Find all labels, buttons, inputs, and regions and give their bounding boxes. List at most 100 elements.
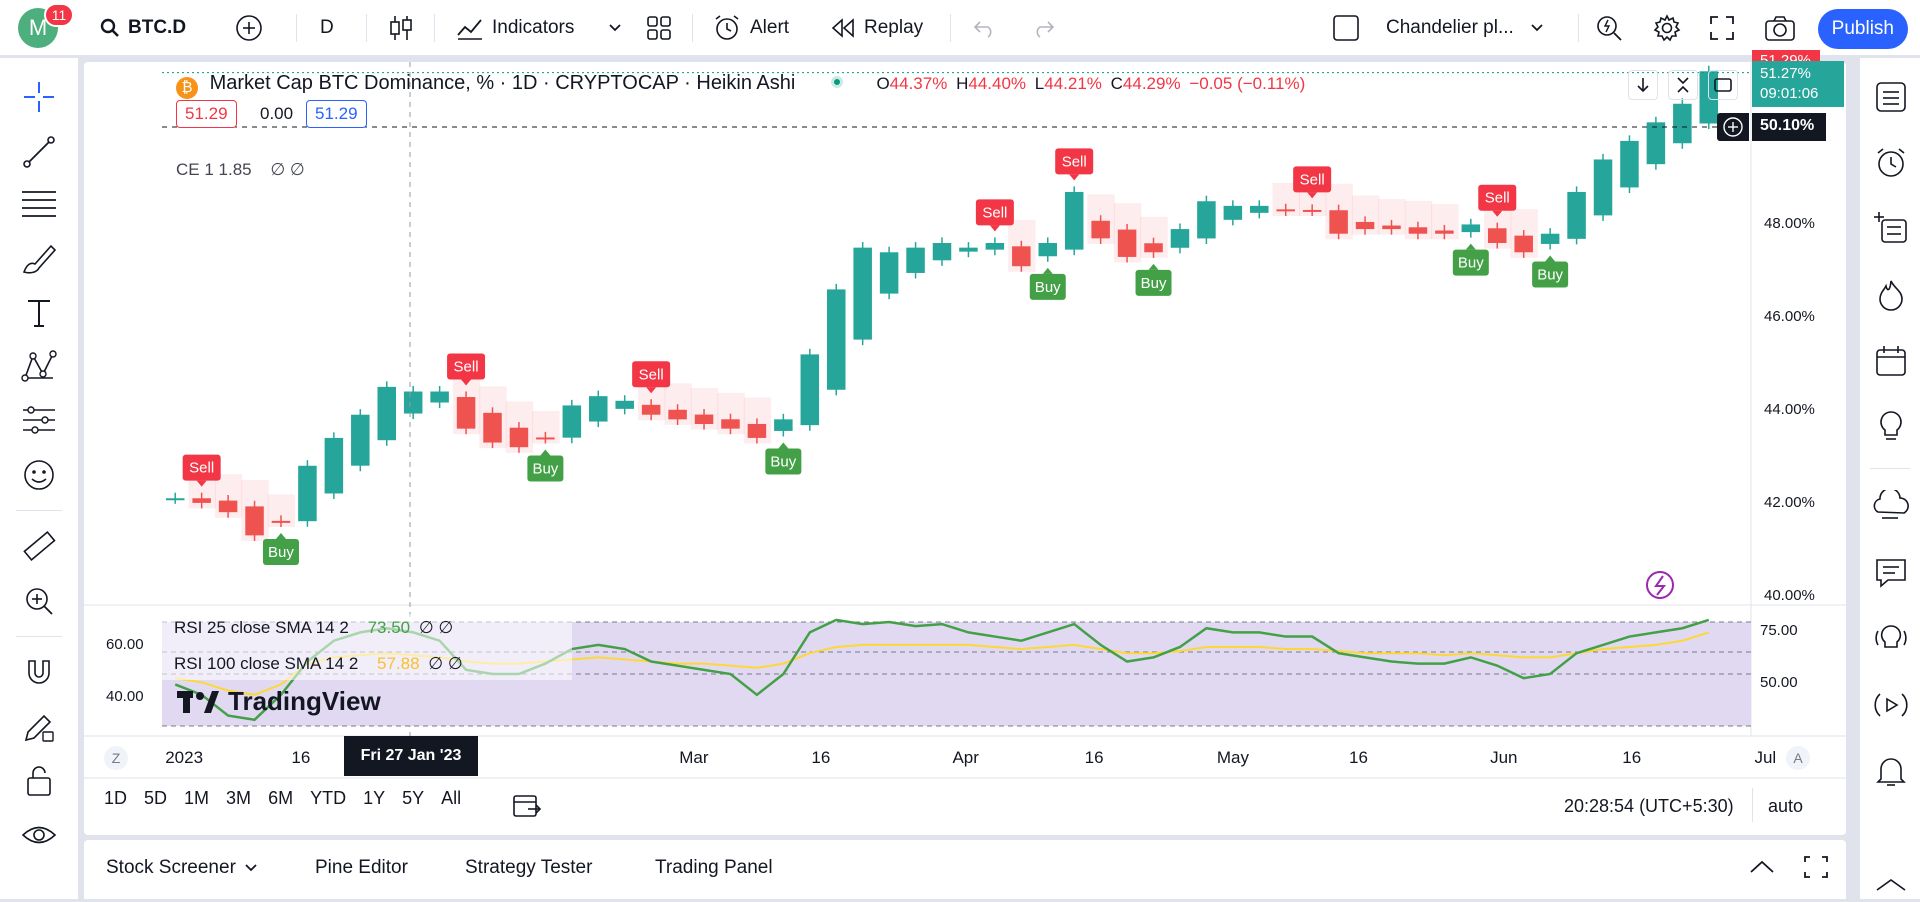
object-tree-button[interactable] (1872, 210, 1910, 248)
settings-button[interactable] (1642, 8, 1692, 48)
watchlist-button[interactable] (1872, 78, 1910, 116)
fib-tool[interactable] (20, 186, 58, 224)
maximize-pane-button[interactable] (1668, 70, 1698, 100)
rsi-left-tick: 40.00 (106, 688, 144, 705)
buy-signal[interactable]: Buy (527, 449, 564, 482)
chart-type-button[interactable] (378, 8, 424, 48)
emoji-tool[interactable] (20, 456, 58, 494)
indicators-button[interactable]: Indicators (446, 8, 584, 48)
time-tick: Jul (1754, 748, 1777, 767)
chats-button[interactable] (1872, 488, 1910, 526)
crosshair-date-label: Fri 27 Jan '23 (344, 736, 478, 776)
tab-label: Stock Screener (106, 857, 236, 878)
trend-line-tool[interactable] (20, 133, 58, 171)
text-tool[interactable] (20, 294, 58, 332)
buy-signal[interactable]: Buy (1532, 255, 1569, 288)
tab-stock-screener[interactable]: Stock Screener (106, 857, 258, 879)
tab-trading-panel[interactable]: Trading Panel (655, 857, 773, 879)
messages-button[interactable] (1872, 554, 1910, 592)
market-status-dot (830, 76, 843, 88)
templates-button[interactable] (636, 8, 682, 48)
alert-label: Alert (750, 17, 790, 38)
quick-search-button[interactable] (1584, 8, 1634, 48)
maximize-panel-button[interactable] (1802, 854, 1830, 886)
magnet-tool[interactable] (20, 654, 58, 692)
buy-signal[interactable]: Buy (1452, 243, 1489, 276)
scale-mode-button[interactable]: auto (1768, 796, 1804, 816)
redo-button[interactable] (1020, 8, 1066, 48)
rsi-right-tick: 50.00 (1760, 674, 1798, 691)
hotlists-button[interactable] (1872, 276, 1910, 314)
sell-signal[interactable]: Sell (182, 454, 221, 487)
sell-signal[interactable]: Sell (632, 361, 671, 394)
svg-text:Buy: Buy (1458, 255, 1484, 272)
ask-price[interactable]: 51.29 (306, 100, 367, 128)
hide-drawings-tool[interactable] (20, 816, 58, 854)
snapshot-button[interactable] (1754, 8, 1806, 48)
zoom-in-tool[interactable] (20, 582, 58, 620)
sell-signal[interactable]: Sell (1478, 184, 1517, 217)
range-button-1d[interactable]: 1D (104, 788, 128, 808)
svg-text:Sell: Sell (454, 358, 479, 375)
indicators-dropdown[interactable] (598, 8, 632, 48)
range-button-ytd[interactable]: YTD (310, 788, 347, 808)
alert-button[interactable]: Alert (702, 8, 799, 48)
sell-signal[interactable]: Sell (975, 199, 1014, 232)
time-tick: 16 (1622, 748, 1642, 767)
buy-signal[interactable]: Buy (765, 442, 802, 475)
watermark-text: TradingView (228, 686, 381, 716)
expand-panel-button[interactable] (1748, 854, 1776, 886)
notification-badge: 11 (44, 3, 74, 27)
sell-signal[interactable]: Sell (1293, 166, 1332, 199)
chart-canvas[interactable]: Sell Buy Sell Buy Sell Buy Sell Buy Sell Buy Sell B… (84, 62, 1846, 835)
chart-panel[interactable]: Sell Buy Sell Buy Sell Buy Sell Buy Sell Buy Sell B… (84, 49, 1846, 835)
symbol-search-button[interactable]: BTC.D (90, 8, 196, 48)
candle (1250, 200, 1269, 219)
add-alert-button[interactable] (1717, 112, 1749, 141)
open-label: O (876, 74, 890, 93)
goto-date-button[interactable] (512, 792, 542, 825)
auto-scale-button[interactable]: A (1786, 746, 1810, 770)
more-widgets-button[interactable] (1872, 864, 1910, 902)
brush-tool[interactable] (20, 240, 58, 278)
bid-price[interactable]: 51.29 (176, 100, 237, 128)
undo-button[interactable] (962, 8, 1008, 48)
buy-signal[interactable]: Buy (1135, 263, 1172, 296)
svg-text:Buy: Buy (770, 454, 796, 471)
sell-signal[interactable]: Sell (447, 353, 486, 386)
range-button-1y[interactable]: 1Y (363, 788, 386, 808)
notifications-button[interactable] (1872, 752, 1910, 790)
crosshair-tool[interactable] (20, 78, 58, 116)
tab-pine-editor[interactable]: Pine Editor (315, 857, 408, 879)
sell-signal[interactable]: Sell (1055, 148, 1094, 181)
compare-symbol-button[interactable] (224, 8, 274, 48)
tab-strategy-tester[interactable]: Strategy Tester (465, 857, 592, 879)
zoom-reset-button[interactable]: Z (104, 746, 128, 770)
ideas-button[interactable] (1872, 408, 1910, 446)
lock-drawing-tool[interactable] (20, 708, 58, 746)
buy-signal[interactable]: Buy (1029, 267, 1066, 300)
range-button-1m[interactable]: 1M (184, 788, 210, 808)
help-button[interactable] (1872, 620, 1910, 658)
buy-signal[interactable]: Buy (262, 533, 299, 566)
layout-selector[interactable]: Chandelier pl... (1322, 8, 1554, 48)
lock-all-tool[interactable] (20, 762, 58, 800)
interval-button[interactable]: D (310, 8, 344, 48)
range-button-5d[interactable]: 5D (144, 788, 168, 808)
patterns-tool[interactable] (20, 348, 58, 386)
range-button-5y[interactable]: 5Y (402, 788, 425, 808)
range-button-all[interactable]: All (441, 788, 462, 808)
collapse-legend-button[interactable] (1628, 70, 1658, 100)
clock-timezone[interactable]: 20:28:54 (UTC+5:30) (1564, 796, 1734, 816)
pane-settings-button[interactable] (1708, 70, 1738, 100)
calendar-button[interactable] (1872, 342, 1910, 380)
fullscreen-button[interactable] (1698, 8, 1746, 48)
broadcast-button[interactable] (1872, 686, 1910, 724)
range-button-3m[interactable]: 3M (226, 788, 252, 808)
measure-tool[interactable] (20, 528, 58, 566)
alerts-button[interactable] (1872, 144, 1910, 182)
range-button-6m[interactable]: 6M (268, 788, 294, 808)
publish-button[interactable]: Publish (1817, 9, 1908, 49)
replay-button[interactable]: Replay (820, 8, 933, 48)
prediction-tool[interactable] (20, 402, 58, 440)
